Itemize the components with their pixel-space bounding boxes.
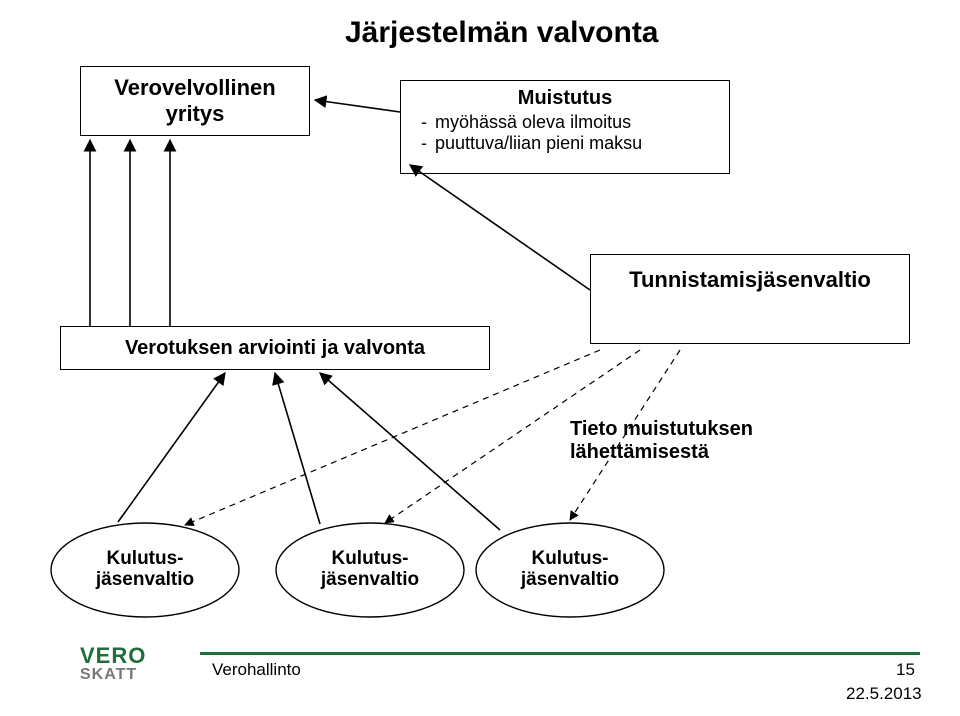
notice-line: lähettämisestä [570, 441, 753, 464]
consumption-member-state: Kulutus-jäsenvaltio [475, 522, 665, 618]
logo-line1: VERO [80, 646, 146, 667]
notice-line: Tieto muistutuksen [570, 418, 753, 441]
reminder-bullet: -myöhässä oleva ilmoitus [413, 112, 631, 133]
footer-organization: Verohallinto [212, 660, 301, 680]
box-line: Verotuksen arviointi ja valvonta [125, 337, 425, 360]
box-line: yritys [166, 101, 225, 127]
logo-glyph-icon [40, 642, 80, 682]
reminder-notice-text: Tieto muistutuksenlähettämisestä [570, 418, 753, 464]
reminder-heading: Muistutus [518, 87, 612, 110]
slide-title: Järjestelmän valvonta [345, 16, 659, 50]
footer-date: 22.5.2013 [846, 684, 922, 704]
slide-stage: Järjestelmän valvonta Verovelvollinenyri… [0, 0, 960, 716]
vero-logo: VERO SKATT [40, 636, 180, 692]
box-identification-member-state: Tunnistamisjäsenvaltio [590, 254, 910, 344]
ellipse-label: Kulutus-jäsenvaltio [521, 549, 619, 591]
box-line: Verovelvollinen [114, 75, 275, 101]
consumption-member-state: Kulutus-jäsenvaltio [50, 522, 240, 618]
vero-logo-text: VERO SKATT [80, 646, 146, 682]
footer-page-number: 15 [896, 660, 915, 680]
logo-line2: SKATT [80, 667, 146, 682]
ellipse-label: Kulutus-jäsenvaltio [96, 549, 194, 591]
consumption-member-state: Kulutus-jäsenvaltio [275, 522, 465, 618]
box-tax-assessment: Verotuksen arviointi ja valvonta [60, 326, 490, 370]
vero-logo-mark [40, 642, 80, 687]
box-reminder: Muistutus-myöhässä oleva ilmoitus-puuttu… [400, 80, 730, 174]
footer-divider [200, 652, 920, 655]
ellipse-label: Kulutus-jäsenvaltio [321, 549, 419, 591]
reminder-bullet: -puuttuva/liian pieni maksu [413, 133, 642, 154]
box-line: Tunnistamisjäsenvaltio [629, 267, 871, 293]
box-taxable-company: Verovelvollinenyritys [80, 66, 310, 136]
